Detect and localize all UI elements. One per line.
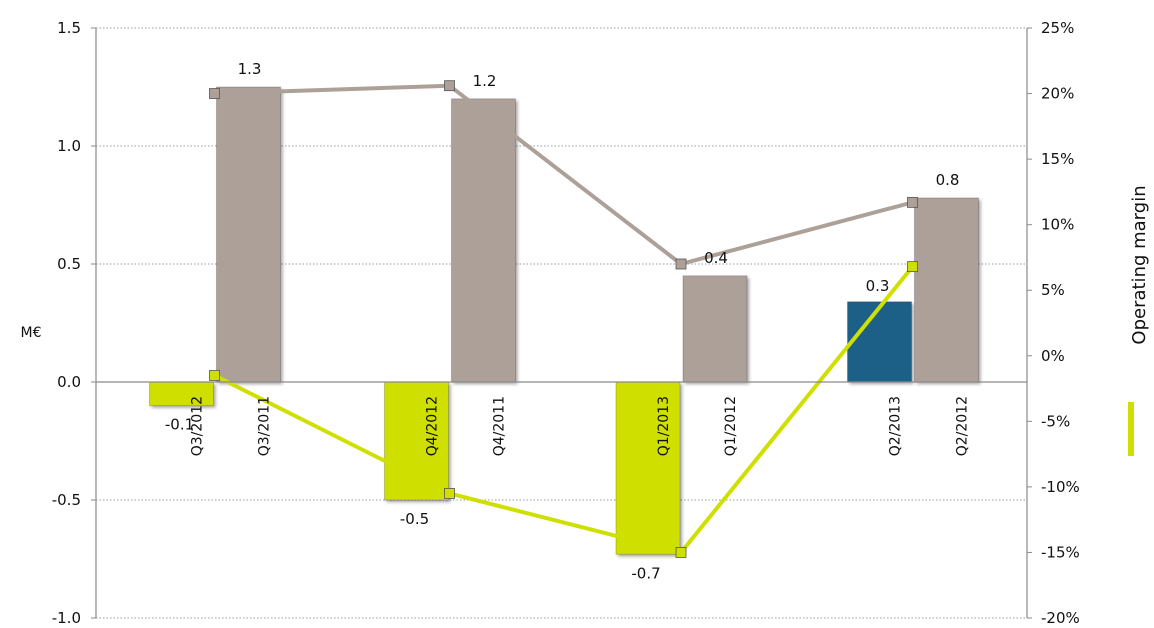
margin-marker xyxy=(907,196,918,208)
bar-current xyxy=(847,301,912,383)
y-left-tick-label: -1.0 xyxy=(52,609,81,627)
data-label-prior: 0.8 xyxy=(936,171,960,189)
category-label-current: Q1/2013 xyxy=(656,396,672,456)
margin-marker xyxy=(444,80,455,92)
y-right-tick-label: -15% xyxy=(1041,543,1080,561)
y-right-tick-label: 10% xyxy=(1041,216,1074,234)
data-labels: Q3/2012 Q3/2011 Q4/2012 Q4/2011 Q1/2013 Q1/20… xyxy=(165,60,971,582)
data-label-prior: 1.2 xyxy=(473,72,497,90)
category-label-prior: Q3/2011 xyxy=(257,396,273,456)
y-left-tick-label: 1.0 xyxy=(57,137,81,155)
category-label-current: Q2/2013 xyxy=(888,396,904,456)
data-label-prior: 0.4 xyxy=(704,249,728,267)
y-right-tick-label: 5% xyxy=(1041,281,1065,299)
legend-swatch xyxy=(1128,402,1134,456)
bar-prior xyxy=(914,197,979,383)
margin-marker xyxy=(907,261,918,273)
bar-current xyxy=(384,381,449,501)
y-right-tick-label: -5% xyxy=(1041,412,1070,430)
y-right-tick-label: 15% xyxy=(1041,150,1074,168)
bar-prior xyxy=(451,98,516,383)
data-label-current: -0.7 xyxy=(631,564,660,582)
data-label-current: 0.3 xyxy=(866,277,890,295)
data-label-current: -0.1 xyxy=(165,416,194,434)
category-label-prior: Q1/2012 xyxy=(723,396,739,456)
bar-prior xyxy=(216,86,281,383)
margin-marker xyxy=(209,370,220,381)
bar-current xyxy=(615,381,681,555)
category-label-current: Q4/2012 xyxy=(425,396,441,456)
data-label-prior: 1.3 xyxy=(238,60,262,78)
margin-line-1 xyxy=(213,265,915,555)
margin-marker xyxy=(209,88,220,99)
y-left-tick-label: 0.0 xyxy=(57,373,81,391)
margin-marker xyxy=(444,488,455,499)
margin-line-2 xyxy=(214,83,914,266)
y-left-tick-label: 0.5 xyxy=(57,255,81,273)
y-right-tick-label: -20% xyxy=(1041,609,1080,627)
category-label-prior: Q2/2012 xyxy=(955,396,971,456)
y-left-tick-label: 1.5 xyxy=(57,19,81,37)
bars xyxy=(149,86,979,555)
y-right-tick-label: -10% xyxy=(1041,478,1080,496)
y-left-tick-label: -0.5 xyxy=(52,491,81,509)
y-left-axis-title: M€ xyxy=(21,325,42,341)
y-right-tick-label: 25% xyxy=(1041,19,1074,37)
data-label-current: -0.5 xyxy=(400,510,429,528)
y-right-axis-title: Operating margin xyxy=(1129,185,1150,344)
axes: 1.5 1.0 0.5 0.0 -0.5 -1.0 25% 20% 15% 10% 5% 0% -5% -… xyxy=(52,19,1080,627)
category-label-current: Q3/2012 xyxy=(190,396,206,456)
margin-marker xyxy=(675,547,687,558)
y-right-tick-label: 20% xyxy=(1041,85,1074,103)
y-right-tick-label: 0% xyxy=(1041,347,1065,365)
margin-lines xyxy=(209,80,918,558)
category-label-prior: Q4/2011 xyxy=(492,396,508,456)
bar-prior xyxy=(682,275,748,383)
margin-marker xyxy=(675,258,687,270)
